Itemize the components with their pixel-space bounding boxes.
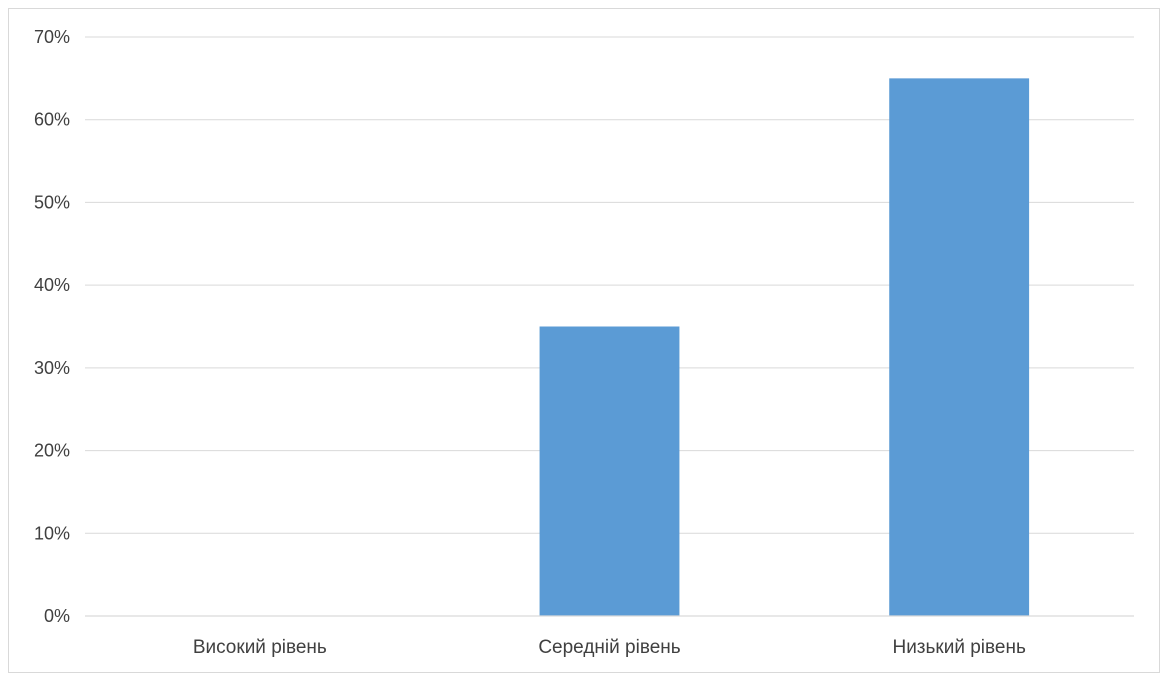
- x-tick-label: Низький рівень: [892, 637, 1025, 658]
- y-tick-label: 60%: [34, 110, 70, 130]
- x-tick-label: Високий рівень: [193, 637, 327, 658]
- y-tick-label: 40%: [34, 275, 70, 295]
- y-tick-label: 10%: [34, 523, 70, 543]
- bar: [889, 78, 1030, 617]
- y-tick-label: 70%: [34, 27, 70, 47]
- y-tick-label: 20%: [34, 441, 70, 461]
- y-tick-label: 50%: [34, 192, 70, 212]
- bars: [539, 78, 1030, 617]
- bar: [539, 326, 680, 616]
- x-tick-labels: Високий рівень Середній рівень Низький рів…: [193, 637, 1026, 658]
- x-tick-label: Середній рівень: [538, 637, 680, 658]
- y-tick-label: 0%: [44, 606, 70, 626]
- y-tick-label: 30%: [34, 358, 70, 378]
- y-tick-labels: 0% 10% 20% 30% 40% 50% 60% 70%: [34, 27, 70, 626]
